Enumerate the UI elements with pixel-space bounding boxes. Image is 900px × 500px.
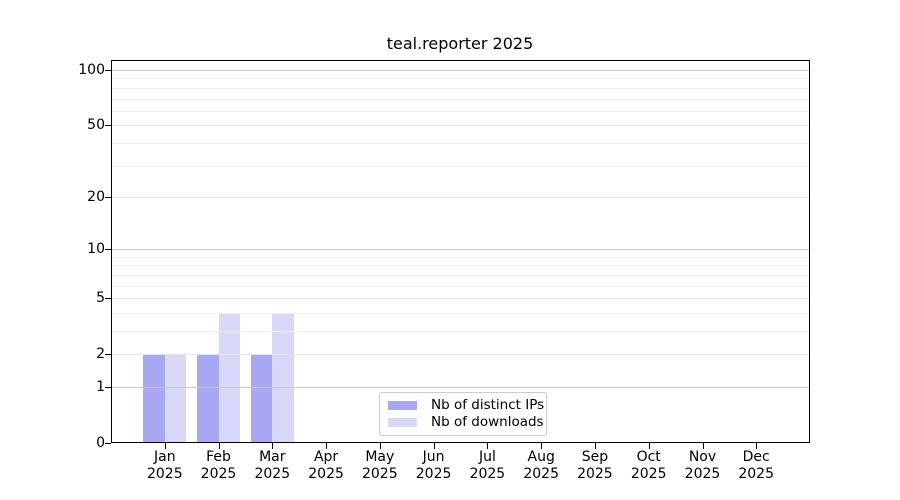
y-tick-label: 10 — [87, 241, 105, 258]
y-major-gridline — [111, 249, 810, 251]
y-tick-mark — [105, 125, 111, 127]
y-tick-mark — [105, 298, 111, 300]
y-minor-gridline — [111, 331, 810, 332]
x-tick-month: Oct — [636, 449, 661, 465]
bar-distinct-ips — [143, 354, 165, 443]
x-tick-month: Dec — [742, 449, 770, 465]
y-tick-label: 100 — [78, 62, 105, 78]
y-tick-mark — [105, 249, 111, 251]
x-tick-year: 2025 — [361, 466, 398, 482]
y-minor-gridline — [111, 98, 810, 100]
x-tick-month: Nov — [688, 449, 717, 465]
x-tick-mark — [702, 443, 704, 449]
x-tick-month: Jan — [154, 449, 176, 465]
legend-label-downloads: Nb of downloads — [431, 414, 544, 431]
x-tick-mark — [272, 443, 274, 449]
y-minor-gridline — [111, 265, 810, 267]
x-tick-year: 2025 — [684, 466, 721, 482]
bar-distinct-ips — [250, 354, 273, 443]
x-tick-mark — [594, 443, 596, 449]
y-tick-label: 50 — [87, 117, 105, 134]
x-tick-mark — [433, 443, 435, 449]
x-tick-label: Jul 2025 — [459, 449, 515, 483]
x-tick-month: Sep — [581, 449, 609, 465]
x-tick-label: Nov 2025 — [675, 449, 731, 483]
y-minor-gridline — [111, 110, 810, 112]
y-major-gridline — [111, 387, 810, 388]
y-tick-label: 20 — [87, 188, 105, 205]
x-tick-label: Oct 2025 — [621, 449, 677, 483]
x-tick-mark — [218, 443, 220, 449]
legend-item-distinct-ips: Nb of distinct IPs — [388, 397, 544, 413]
y-minor-gridline — [111, 312, 810, 314]
bar-downloads — [218, 312, 240, 443]
x-tick-label: Apr 2025 — [298, 449, 354, 483]
y-minor-gridline — [111, 256, 810, 258]
y-tick-label: 1 — [96, 379, 105, 395]
x-tick-mark — [756, 443, 758, 449]
x-tick-label: Aug 2025 — [513, 449, 569, 483]
y-tick-mark — [105, 387, 111, 388]
x-tick-label: Jun 2025 — [406, 449, 462, 483]
y-minor-gridline — [111, 165, 810, 167]
x-tick-year: 2025 — [308, 466, 344, 482]
chart-title: teal.reporter 2025 — [386, 34, 534, 53]
x-tick-year: 2025 — [738, 466, 774, 482]
y-minor-gridline — [111, 78, 810, 80]
x-tick-label: Dec 2025 — [728, 449, 784, 483]
legend-label-distinct-ips: Nb of distinct IPs — [431, 396, 545, 413]
y-major-gridline — [111, 298, 810, 300]
bar-distinct-ips — [197, 354, 219, 443]
x-tick-year: 2025 — [577, 466, 613, 482]
x-tick-month: Jul — [478, 449, 496, 465]
x-tick-year: 2025 — [200, 466, 237, 482]
legend-swatch-distinct-ips — [388, 400, 417, 410]
legend: Nb of distinct IPs Nb of downloads — [379, 392, 547, 436]
y-minor-gridline — [111, 274, 810, 276]
x-tick-year: 2025 — [254, 466, 291, 482]
bar-downloads — [272, 312, 294, 443]
x-tick-label: May 2025 — [352, 449, 408, 483]
y-tick-label: 5 — [96, 290, 105, 307]
x-tick-mark — [541, 443, 543, 449]
y-major-gridline — [111, 125, 810, 127]
y-tick-mark — [105, 443, 111, 444]
x-tick-year: 2025 — [415, 466, 452, 482]
x-tick-month: May — [365, 449, 395, 465]
y-major-gridline — [111, 196, 810, 198]
legend-swatch-downloads — [388, 418, 417, 428]
x-tick-label: Feb 2025 — [191, 449, 247, 483]
y-minor-gridline — [111, 142, 810, 144]
x-tick-mark — [326, 443, 328, 449]
y-minor-gridline — [111, 285, 810, 287]
x-tick-year: 2025 — [146, 466, 183, 482]
x-tick-month: Mar — [259, 449, 286, 465]
y-major-gridline — [111, 354, 810, 356]
x-tick-year: 2025 — [469, 466, 506, 482]
y-tick-mark — [105, 354, 111, 356]
x-tick-month: Jun — [422, 449, 445, 465]
x-tick-label: Sep 2025 — [567, 449, 623, 483]
x-tick-mark — [648, 443, 650, 449]
y-tick-mark — [105, 70, 111, 71]
x-tick-mark — [487, 443, 489, 449]
x-tick-year: 2025 — [523, 466, 559, 482]
y-tick-label: 2 — [96, 346, 105, 363]
y-tick-label: 0 — [96, 435, 105, 451]
legend-item-downloads: Nb of downloads — [388, 415, 544, 430]
x-tick-month: Feb — [206, 449, 231, 465]
y-minor-gridline — [111, 87, 810, 89]
x-tick-month: Aug — [527, 449, 555, 465]
x-tick-year: 2025 — [630, 466, 667, 482]
y-tick-mark — [105, 196, 111, 198]
x-tick-month: Apr — [313, 449, 339, 465]
x-tick-mark — [164, 443, 166, 449]
x-tick-mark — [379, 443, 381, 449]
x-tick-label: Mar 2025 — [244, 449, 300, 483]
bar-downloads — [164, 354, 187, 443]
x-tick-label: Jan 2025 — [137, 449, 193, 483]
y-major-gridline — [111, 70, 810, 71]
